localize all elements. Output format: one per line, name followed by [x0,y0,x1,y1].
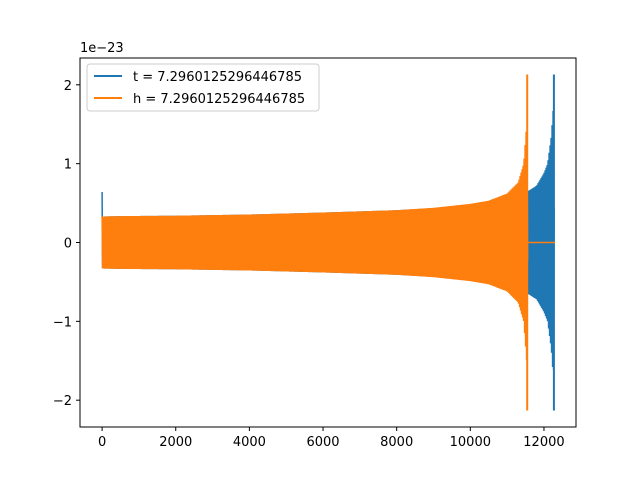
series-1-oscillation [101,131,529,360]
legend: t = 7.2960125296446785 h = 7.29601252964… [86,63,320,112]
y-axis: −2 −1 0 1 2 [53,79,80,409]
y-tick-label: −1 [53,315,72,330]
y-offset-label: 1e−23 [80,41,124,56]
x-tick-label: 6000 [306,435,339,450]
plot-area [101,74,556,411]
x-tick-label: 4000 [233,435,266,450]
x-tick-label: 2000 [159,435,192,450]
series-1 [101,74,556,411]
y-tick-label: 2 [64,79,72,94]
legend-label-h: h = 7.2960125296446785 [133,92,305,107]
y-tick-label: −2 [53,394,72,409]
x-tick-label: 10000 [450,435,491,450]
x-axis: 0 2000 4000 6000 8000 10000 12000 [98,427,565,450]
x-tick-label: 0 [98,435,106,450]
y-tick-label: 1 [64,158,72,173]
x-tick-label: 12000 [523,435,564,450]
y-tick-label: 0 [64,237,72,252]
legend-box [86,63,320,112]
legend-label-t: t = 7.2960125296446785 [133,70,302,85]
x-tick-label: 8000 [380,435,413,450]
